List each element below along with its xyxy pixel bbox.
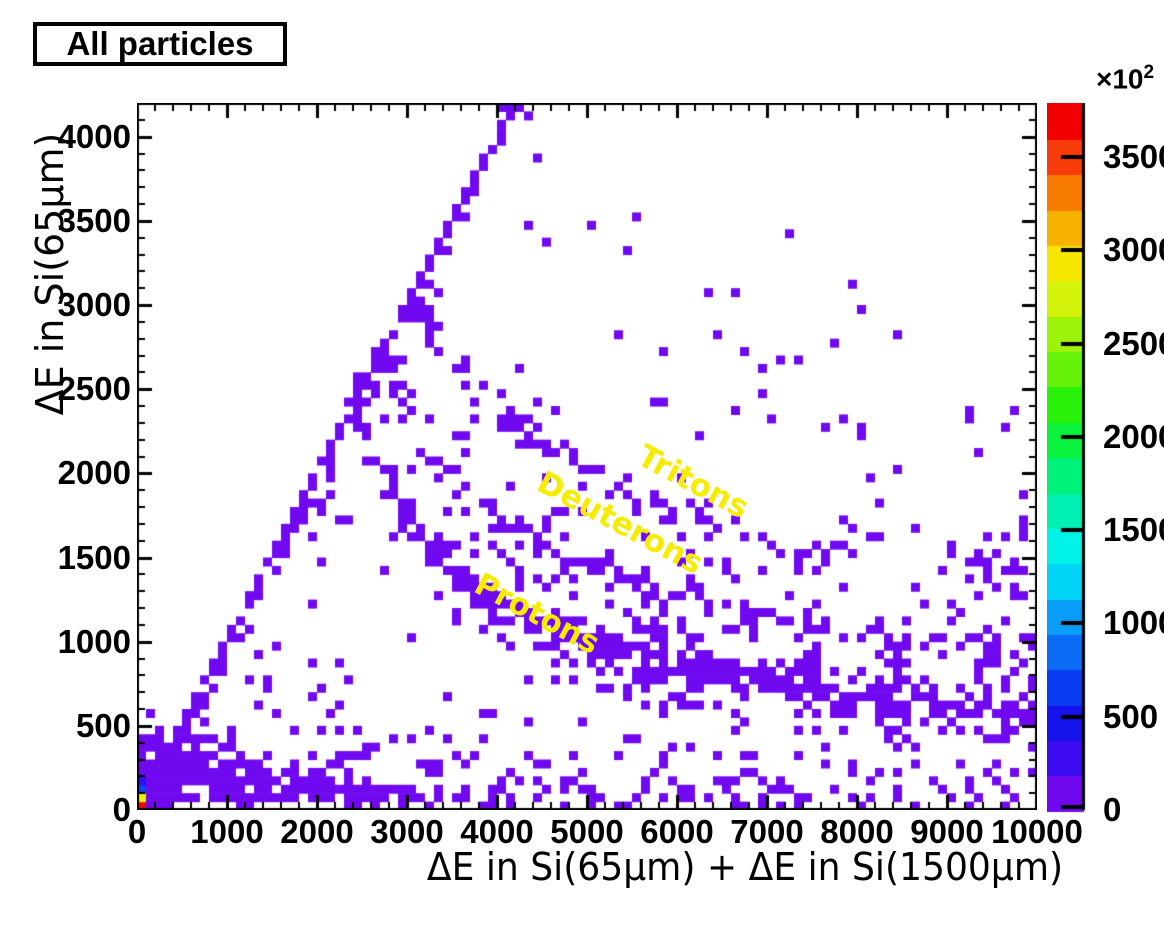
- colorbar-multiplier-exponent: 2: [1143, 62, 1155, 83]
- x-axis-tick-label: 10000: [991, 813, 1083, 850]
- y-axis-tick-label: 2500: [57, 370, 131, 408]
- colorbar-tick-label: 1000: [1103, 604, 1164, 642]
- colorbar-tick-label: 3500: [1103, 138, 1164, 176]
- x-axis-tick-label: 7000: [730, 813, 804, 850]
- colorbar-tick-label: 2000: [1103, 417, 1164, 455]
- x-axis-tick-label: 3000: [370, 813, 444, 850]
- x-axis-title: ΔE in Si(65μm) + ΔE in Si(1500μm): [426, 845, 1064, 889]
- x-axis-tick-label: 9000: [910, 813, 984, 850]
- y-axis-tick-label: 1000: [57, 622, 131, 660]
- plot-title-box: All particles: [33, 22, 287, 66]
- y-axis-tick-label: 500: [75, 706, 131, 744]
- histogram-plot-area: [137, 103, 1037, 810]
- x-axis-tick-label: 4000: [460, 813, 534, 850]
- colorbar-tick-label: 2500: [1103, 324, 1164, 362]
- x-axis-tick-label: 8000: [820, 813, 894, 850]
- x-axis-tick-label: 6000: [640, 813, 714, 850]
- y-axis-tick-label: 0: [112, 791, 131, 828]
- colorbar-multiplier: ×102: [1096, 62, 1154, 95]
- x-axis-tick-label: 1000: [190, 813, 264, 850]
- y-axis-tick-label: 3500: [57, 201, 131, 239]
- colorbar-tick-label: 0: [1103, 791, 1122, 828]
- plot-title: All particles: [66, 25, 254, 62]
- x-axis-tick-label: 0: [127, 813, 147, 850]
- x-axis-tick-label: 2000: [280, 813, 354, 850]
- y-axis-tick-label: 1500: [57, 538, 131, 576]
- colorbar-tick-label: 3000: [1103, 231, 1164, 269]
- y-axis-tick-label: 4000: [57, 117, 131, 155]
- y-axis-tick-label: 2000: [57, 454, 131, 492]
- x-axis-tick-label: 5000: [550, 813, 624, 850]
- colorbar-multiplier-base: ×10: [1096, 63, 1144, 95]
- colorbar-tick-label: 500: [1103, 697, 1159, 735]
- color-scale-bar: [1047, 103, 1093, 814]
- y-axis-tick-label: 3000: [57, 286, 131, 323]
- colorbar-tick-label: 1500: [1103, 511, 1164, 549]
